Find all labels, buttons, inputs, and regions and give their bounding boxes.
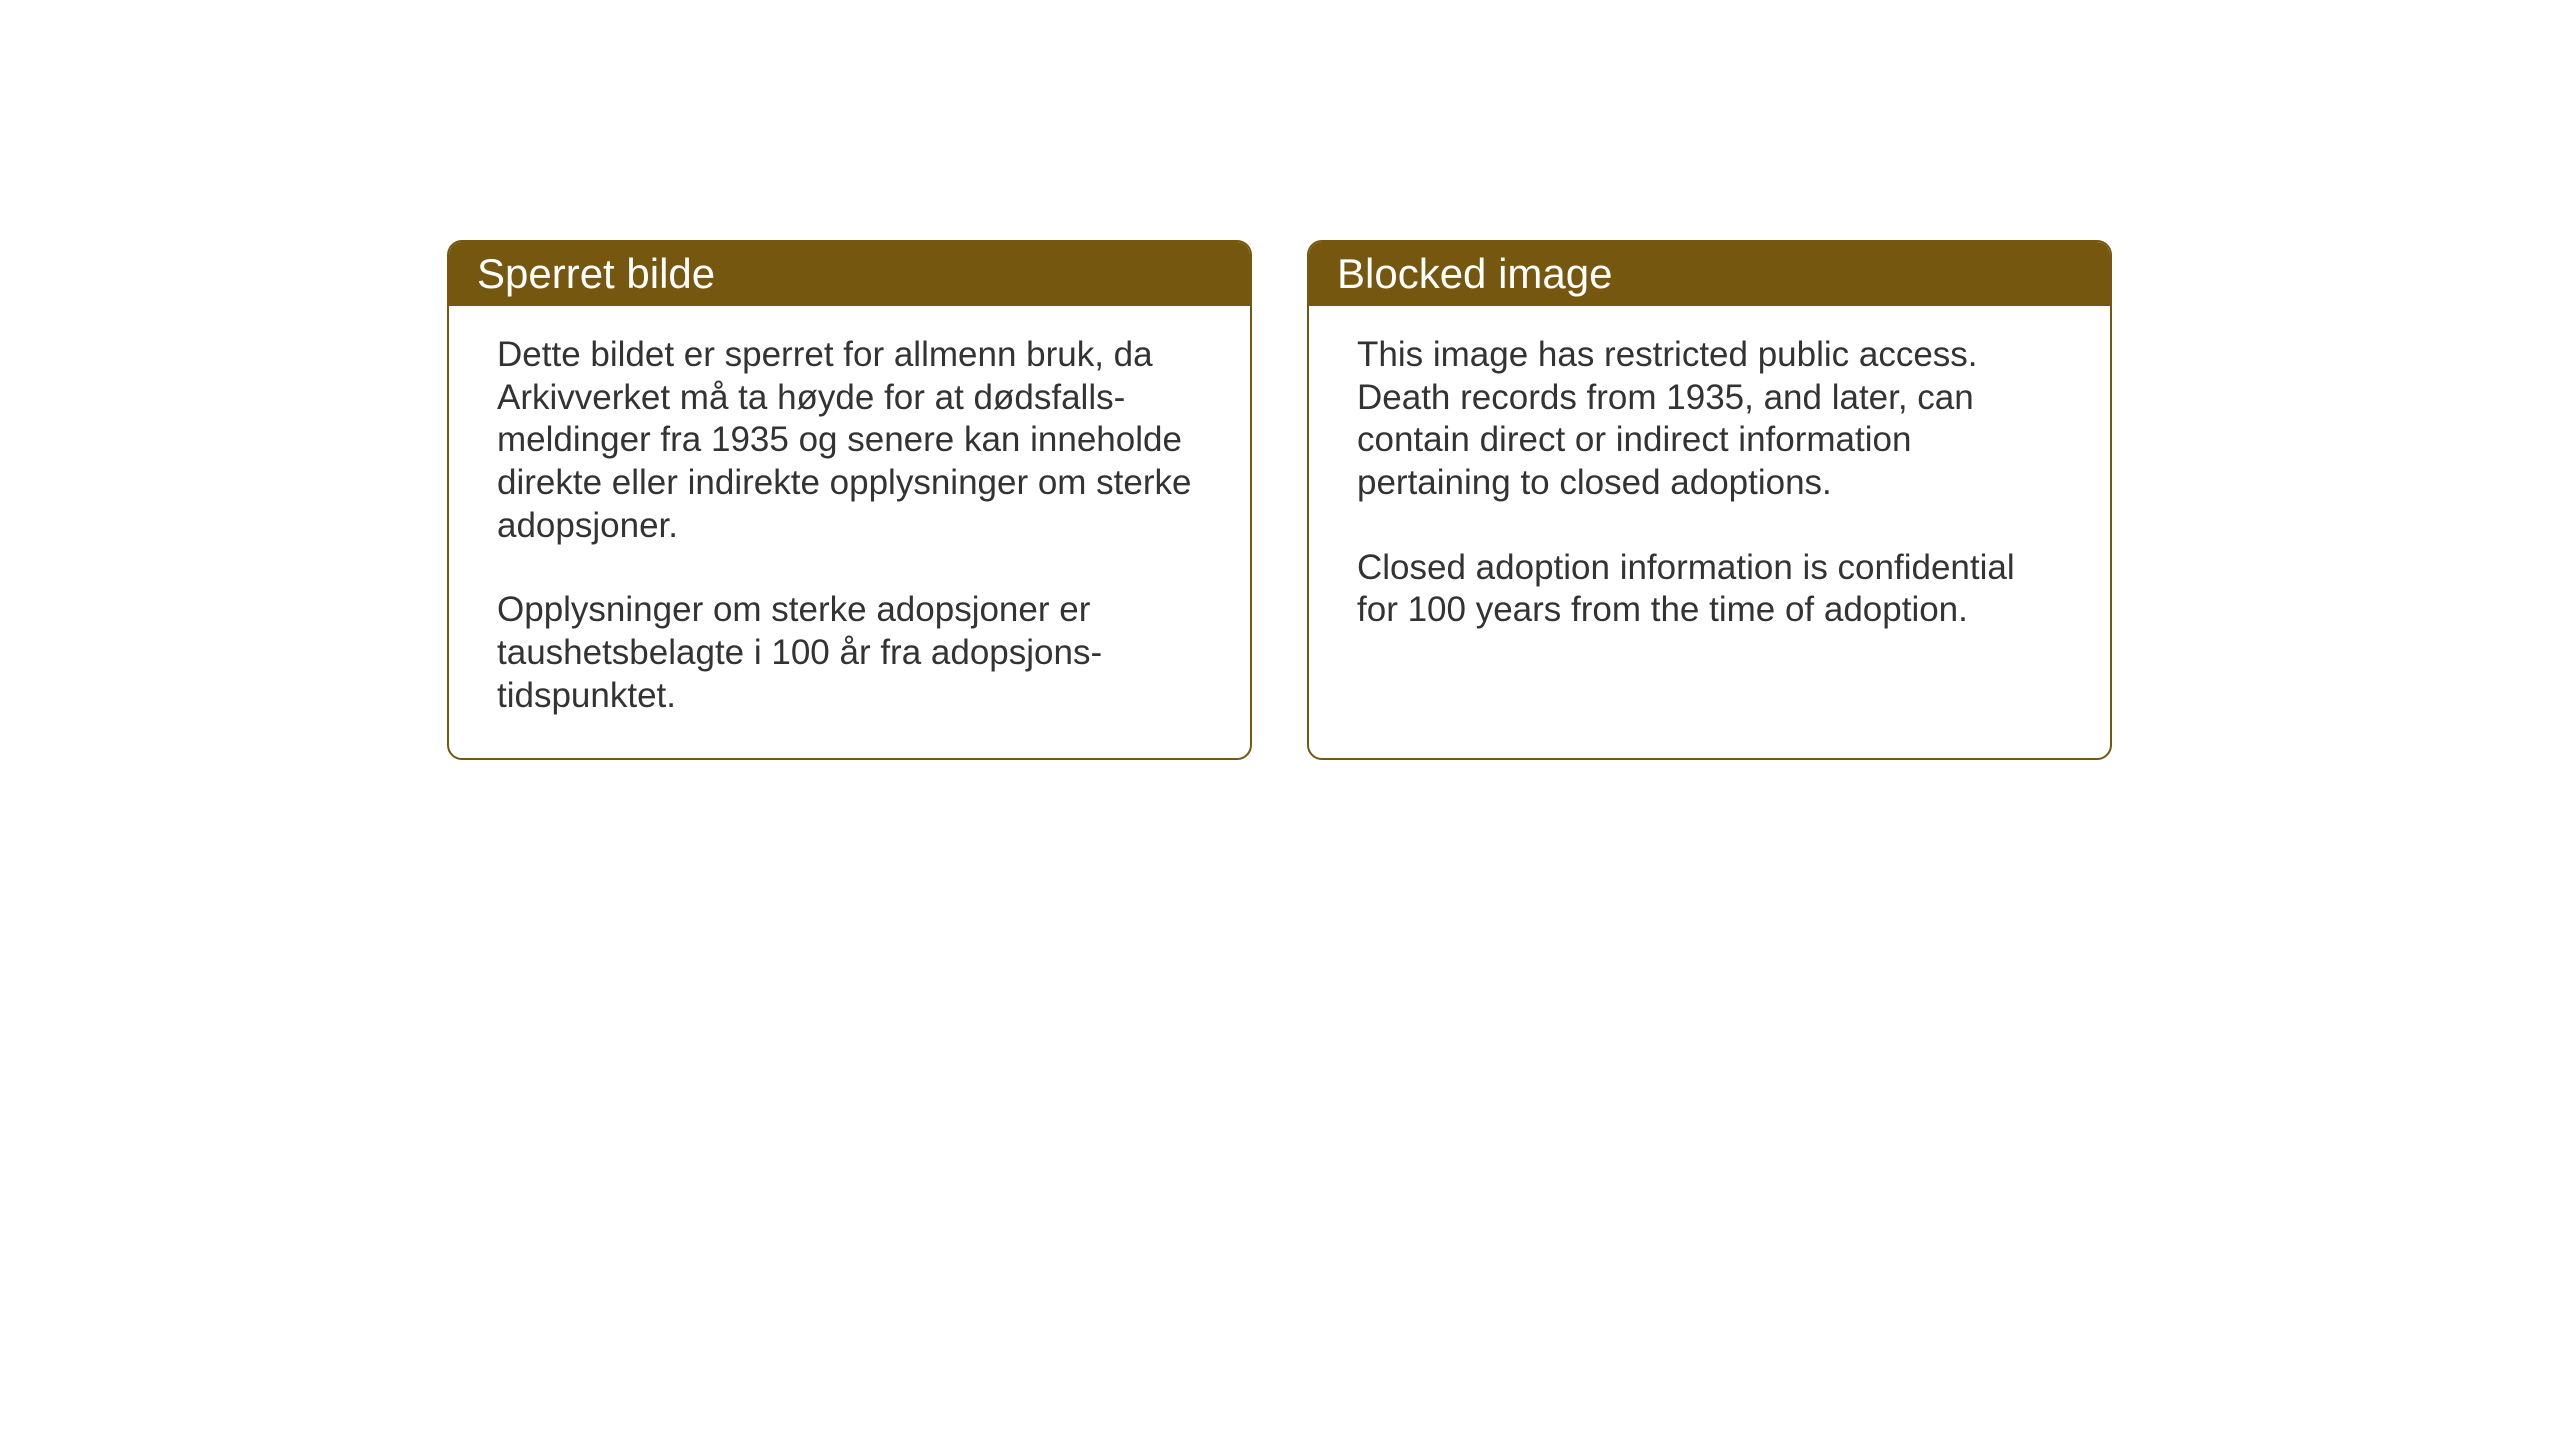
norwegian-card-header: Sperret bilde xyxy=(449,242,1250,306)
english-paragraph-1: This image has restricted public access.… xyxy=(1357,334,2062,505)
english-paragraph-2: Closed adoption information is confident… xyxy=(1357,547,2062,632)
english-card-body: This image has restricted public access.… xyxy=(1309,306,2110,672)
norwegian-paragraph-2: Opplysninger om sterke adopsjoner er tau… xyxy=(497,589,1202,717)
notice-container: Sperret bilde Dette bildet er sperret fo… xyxy=(447,240,2112,760)
norwegian-card-body: Dette bildet er sperret for allmenn bruk… xyxy=(449,306,1250,758)
english-card: Blocked image This image has restricted … xyxy=(1307,240,2112,760)
norwegian-paragraph-1: Dette bildet er sperret for allmenn bruk… xyxy=(497,334,1202,547)
english-card-header: Blocked image xyxy=(1309,242,2110,306)
norwegian-card: Sperret bilde Dette bildet er sperret fo… xyxy=(447,240,1252,760)
